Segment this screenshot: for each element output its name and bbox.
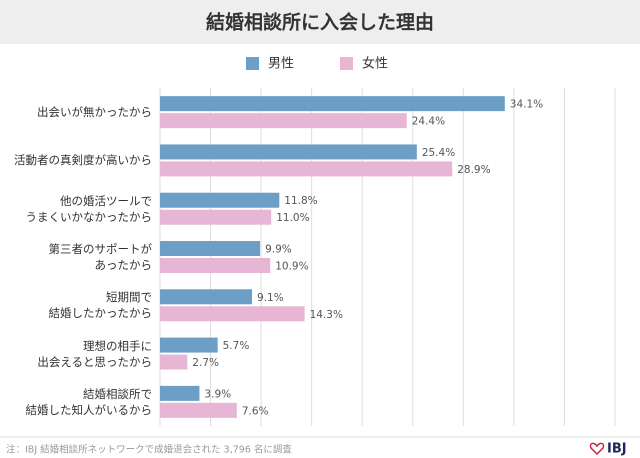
value-label: 25.4% — [422, 147, 455, 159]
bar — [160, 96, 505, 112]
bar — [160, 337, 218, 353]
y-tick-label: 第三者のサポートが あったから — [48, 242, 153, 272]
title-band — [0, 0, 640, 44]
value-label: 5.7% — [223, 340, 250, 352]
bar — [160, 289, 253, 305]
bar — [160, 258, 271, 273]
bar — [160, 306, 305, 322]
value-label: 3.9% — [204, 388, 231, 400]
bar — [160, 354, 188, 370]
y-tick-label: 他の婚活ツールで うまくいかなかったから — [25, 193, 153, 224]
bar — [160, 209, 272, 225]
value-label: 10.9% — [275, 261, 308, 273]
chart-title: 結婚相談所に入会した理由 — [206, 11, 434, 34]
bar — [160, 161, 453, 177]
value-label: 28.9% — [457, 164, 490, 176]
value-label: 9.1% — [257, 292, 284, 304]
value-label: 11.8% — [284, 195, 317, 207]
value-label: 14.3% — [310, 309, 343, 321]
bar — [160, 402, 237, 418]
value-label: 9.9% — [265, 244, 292, 256]
legend-label: 男性 — [268, 57, 294, 72]
logo-heart — [589, 442, 605, 456]
value-label: 2.7% — [192, 357, 219, 369]
value-label: 7.6% — [242, 405, 269, 417]
value-label: 34.1% — [510, 99, 543, 111]
bar — [160, 241, 261, 256]
legend-swatch — [246, 57, 259, 70]
y-tick-label: 理想の相手に 出会えると思ったから — [37, 338, 152, 369]
legend-swatch — [340, 57, 353, 70]
logo: IBJ — [607, 442, 627, 457]
y-tick-label: 出会いが無かったから — [37, 105, 152, 120]
y-tick-label: 短期間で 結婚したかったから — [48, 290, 153, 321]
legend-label: 女性 — [362, 56, 388, 72]
value-label: 24.4% — [412, 116, 445, 128]
value-label: 11.0% — [276, 212, 309, 224]
footnote: 注：IBJ 結婚相談所ネットワークで成婚退会された 3,796 名に調査 — [6, 444, 292, 456]
bar — [160, 385, 200, 401]
bar — [160, 192, 280, 208]
bar — [160, 144, 417, 160]
y-tick-label: 活動者の真剣度が高いから — [14, 153, 152, 168]
y-tick-label: 結婚相談所で 結婚した知人がいるから — [25, 386, 153, 417]
bar — [160, 113, 407, 129]
